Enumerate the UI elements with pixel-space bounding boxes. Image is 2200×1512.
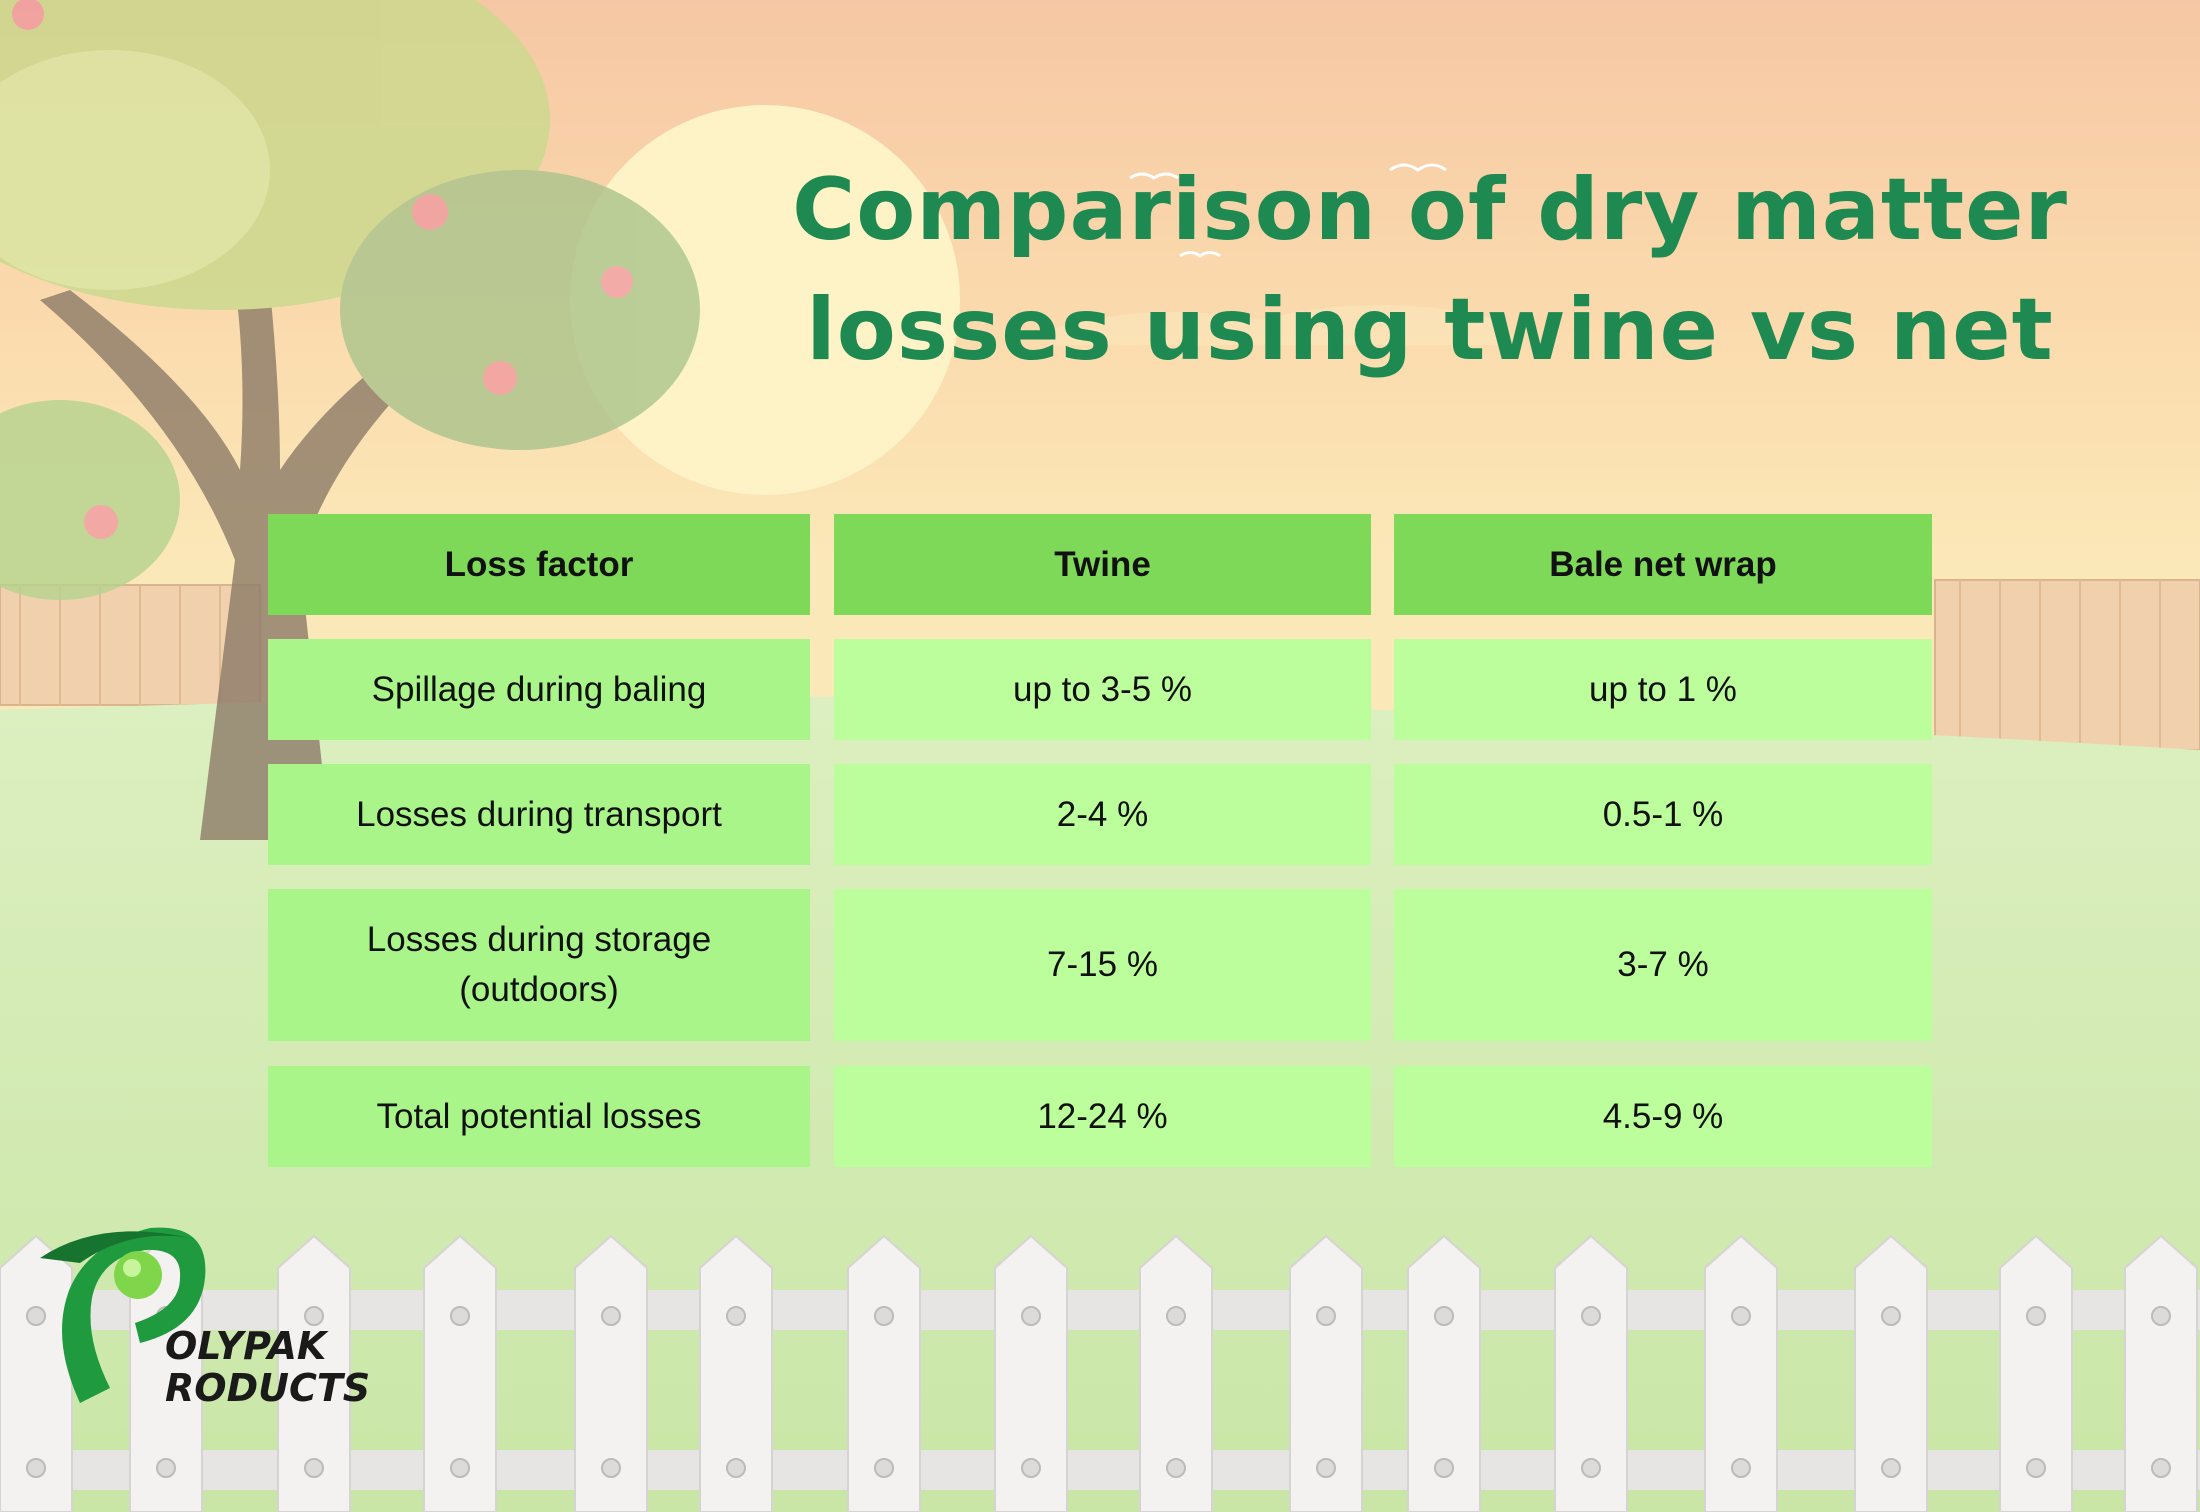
fence-screw xyxy=(2026,1306,2046,1326)
fence-screw xyxy=(601,1306,621,1326)
header-loss-factor: Loss factor xyxy=(268,514,810,615)
fence-picket xyxy=(1289,1234,1363,1512)
logo-line-1: OLYPAK xyxy=(165,1324,327,1368)
fence-picket xyxy=(574,1234,648,1512)
fence-screw xyxy=(1881,1458,1901,1478)
fence-screw xyxy=(874,1458,894,1478)
table-cell-factor: Spillage during baling xyxy=(268,639,810,740)
table-cell-net: 3-7 % xyxy=(1394,889,1932,1041)
logo-line-2: RODUCTS xyxy=(165,1366,371,1410)
fence-picket xyxy=(1854,1234,1928,1512)
page-title: Comparison of dry matter losses using tw… xyxy=(790,150,2070,390)
fence-screw xyxy=(1731,1306,1751,1326)
fence-screw xyxy=(304,1458,324,1478)
fence-screw xyxy=(156,1458,176,1478)
apple-tree xyxy=(0,0,700,840)
fence-picket xyxy=(423,1234,497,1512)
fence-screw xyxy=(26,1306,46,1326)
fence-screw xyxy=(2026,1458,2046,1478)
fence-picket xyxy=(1407,1234,1481,1512)
fence-picket xyxy=(994,1234,1068,1512)
fence-screw xyxy=(1434,1458,1454,1478)
logo-wordmark: OLYPAK RODUCTS xyxy=(165,1325,370,1409)
fence-screw xyxy=(1021,1306,1041,1326)
fence-screw xyxy=(1316,1306,1336,1326)
factor-line-1: Losses during storage xyxy=(366,920,712,959)
table-cell-net: 4.5-9 % xyxy=(1394,1066,1932,1167)
fence-screw xyxy=(450,1458,470,1478)
fence-picket xyxy=(1139,1234,1213,1512)
fence-picket xyxy=(847,1234,921,1512)
fence-picket xyxy=(1554,1234,1628,1512)
fence-picket xyxy=(699,1234,773,1512)
fence-screw xyxy=(1166,1458,1186,1478)
picket-fence xyxy=(0,1290,2200,1490)
fence-picket xyxy=(2124,1234,2198,1512)
fence-screw xyxy=(304,1306,324,1326)
fence-screw xyxy=(726,1306,746,1326)
fence-screw xyxy=(1166,1306,1186,1326)
table-cell-twine: 2-4 % xyxy=(834,764,1371,865)
table-cell-twine: 7-15 % xyxy=(834,889,1371,1041)
fence-screw xyxy=(726,1458,746,1478)
fence-pickets xyxy=(0,1234,2198,1512)
table-cell-factor: Losses during storage (outdoors) xyxy=(268,889,810,1041)
table-cell-net: 0.5-1 % xyxy=(1394,764,1932,865)
fence-screw xyxy=(1316,1458,1336,1478)
fence-screw xyxy=(874,1306,894,1326)
fence-screw xyxy=(1581,1306,1601,1326)
fence-screw xyxy=(1581,1458,1601,1478)
polypak-logo-icon xyxy=(40,1227,206,1403)
fence-screw xyxy=(601,1458,621,1478)
table-cell-factor: Losses during transport xyxy=(268,764,810,865)
fence-screw xyxy=(1021,1458,1041,1478)
fence-screw xyxy=(1731,1458,1751,1478)
sun xyxy=(570,105,960,495)
fence-picket xyxy=(277,1234,351,1512)
fence-screw xyxy=(1881,1306,1901,1326)
table-cell-factor: Total potential losses xyxy=(268,1066,810,1167)
fence-picket xyxy=(1704,1234,1778,1512)
fence-picket xyxy=(1999,1234,2073,1512)
fence-screw xyxy=(2151,1458,2171,1478)
fence-screw xyxy=(26,1458,46,1478)
header-bale-net-wrap: Bale net wrap xyxy=(1394,514,1932,615)
fence-screw xyxy=(1434,1306,1454,1326)
fence-screw xyxy=(450,1306,470,1326)
table-cell-twine: 12-24 % xyxy=(834,1066,1371,1167)
title-line-2: losses using twine vs net xyxy=(806,280,2054,380)
table-cell-net: up to 1 % xyxy=(1394,639,1932,740)
header-twine: Twine xyxy=(834,514,1371,615)
fence-screw xyxy=(2151,1306,2171,1326)
title-line-1: Comparison of dry matter xyxy=(792,160,2068,260)
table-cell-twine: up to 3-5 % xyxy=(834,639,1371,740)
factor-line-2: (outdoors) xyxy=(459,970,619,1009)
